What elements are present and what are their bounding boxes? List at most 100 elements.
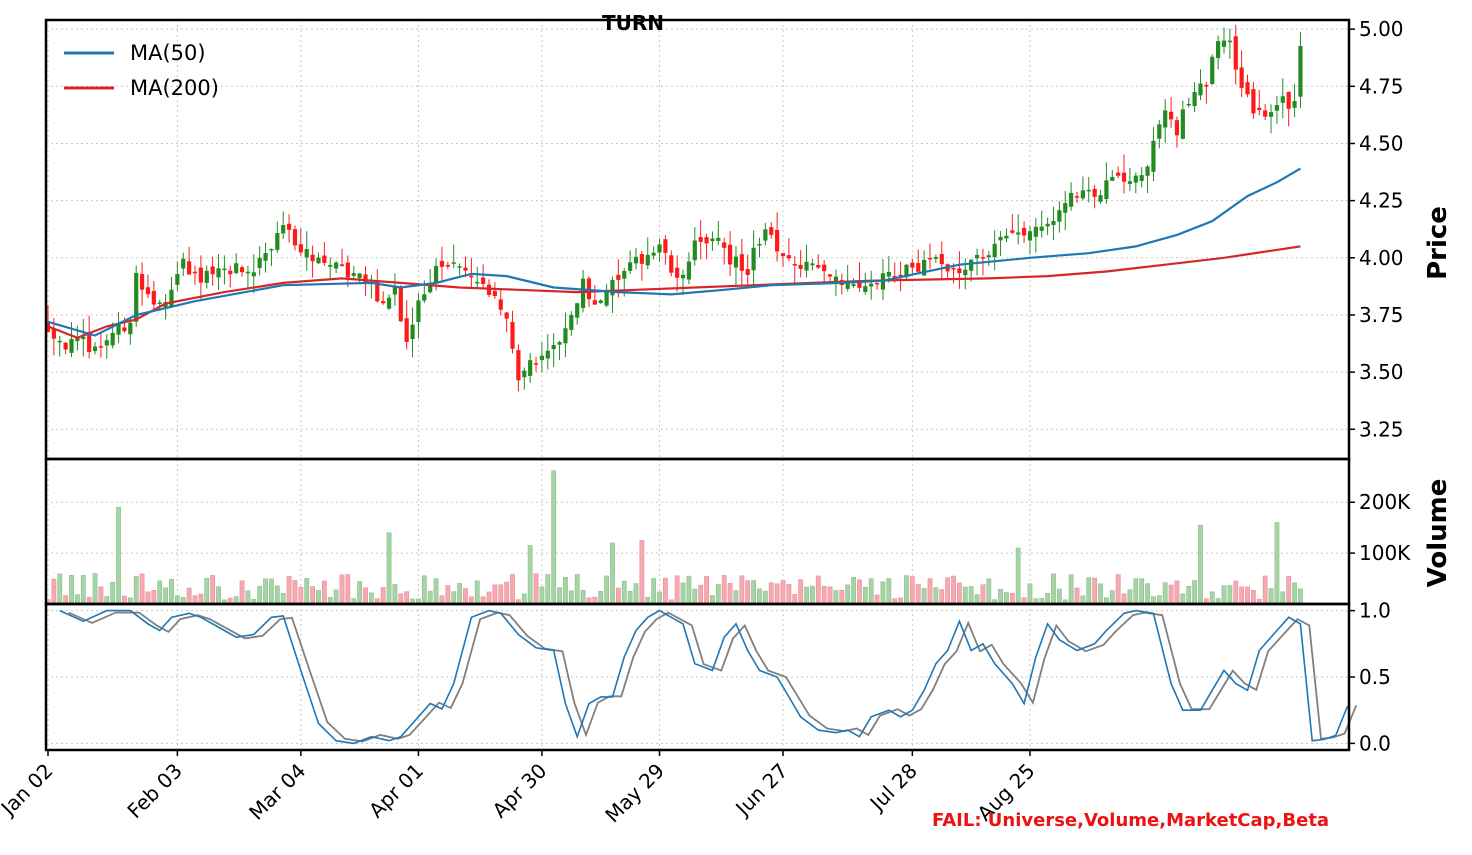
volume-bar: [974, 594, 980, 605]
volume-bar: [1198, 524, 1203, 605]
candle-body: [339, 264, 345, 267]
volume-bar: [921, 588, 927, 605]
candle-body: [204, 270, 209, 283]
candle-body: [657, 244, 662, 253]
volume-bar: [845, 584, 851, 605]
candle-body: [622, 270, 627, 279]
candle-body: [1280, 96, 1285, 103]
volume-bar: [839, 589, 845, 605]
price-tick-label: 3.50: [1359, 360, 1404, 384]
candle-body: [1021, 227, 1027, 236]
price-grid: [46, 20, 1349, 459]
volume-bar: [945, 577, 951, 605]
volume-bar: [804, 586, 809, 605]
candle-body: [792, 263, 797, 266]
volume-bar: [216, 586, 221, 605]
candle-body: [1298, 45, 1303, 97]
volume-bar: [598, 591, 604, 605]
candle-body: [363, 274, 368, 283]
volume-bar: [363, 587, 368, 605]
candle-body: [1145, 166, 1150, 176]
candle-body: [134, 272, 139, 322]
volume-bar: [274, 585, 280, 605]
volume-bar: [833, 590, 839, 605]
volume-bar: [386, 532, 392, 605]
candle-body: [192, 271, 198, 274]
candle-body: [722, 242, 727, 248]
candle-body: [669, 255, 674, 273]
volume-bar: [827, 586, 833, 605]
volume-bar: [792, 594, 798, 605]
date-tick-label: Feb 03: [122, 759, 187, 824]
candle-body: [727, 244, 733, 265]
price-axis-ticks: 3.25 3.50 3.75 4.00 4.25 4.50 4.75 5.00: [1349, 17, 1404, 441]
candle-body: [428, 285, 433, 293]
candle-body: [974, 254, 980, 259]
volume-bar: [657, 591, 662, 605]
candle-body: [857, 280, 862, 288]
candle-body: [963, 269, 968, 276]
candle-body: [87, 331, 92, 352]
candle-body: [992, 243, 997, 258]
volume-bar: [868, 578, 874, 605]
stochastic-tick-label: 1.0: [1359, 599, 1391, 623]
candle-body: [286, 223, 292, 230]
candle-body: [163, 302, 168, 309]
candle-body: [210, 266, 215, 275]
volume-bar: [851, 576, 856, 605]
volume-bar: [610, 542, 615, 605]
candle-body: [469, 275, 474, 278]
candle-body: [263, 253, 268, 261]
volume-bar: [1133, 578, 1139, 605]
candle-body: [1286, 91, 1291, 109]
candle-body: [504, 312, 509, 319]
candle-body: [969, 259, 974, 271]
volume-bar: [1233, 580, 1239, 605]
candle-body: [922, 259, 927, 276]
volume-bar: [1004, 592, 1009, 605]
candle-body: [351, 273, 356, 276]
volume-bar: [1239, 586, 1245, 605]
ma50-line: [47, 167, 1301, 337]
volume-bar: [51, 578, 57, 605]
volume-grid: [46, 459, 1349, 604]
candle-body: [1010, 230, 1015, 233]
candle-body: [545, 350, 550, 359]
volume-bar: [257, 585, 263, 605]
price-axis-label: Price: [1423, 206, 1453, 280]
candle-body: [1163, 110, 1168, 128]
volume-bar: [1139, 578, 1145, 605]
candle-body: [1045, 223, 1050, 227]
volume-bar: [551, 470, 557, 605]
volume-bar: [451, 591, 457, 605]
candle-body: [986, 255, 991, 258]
candle-body: [822, 264, 827, 272]
volume-bar: [198, 593, 204, 605]
volume-bar: [1251, 589, 1256, 605]
volume-bar: [1186, 585, 1192, 605]
candle-body: [786, 255, 791, 259]
candle-body: [910, 262, 915, 268]
candle-body: [698, 237, 703, 242]
candle-body: [598, 300, 603, 304]
volume-bar: [157, 580, 163, 605]
candle-body: [498, 299, 503, 310]
candle-body: [557, 342, 562, 345]
volume-bar: [1051, 573, 1056, 605]
volume-bar: [321, 580, 327, 605]
candle-body: [1186, 103, 1191, 106]
candle-body: [1263, 110, 1268, 117]
candle-body: [663, 239, 668, 253]
candle-body: [1110, 176, 1115, 181]
volume-bar: [692, 588, 698, 605]
candle-body: [251, 272, 256, 277]
volume-bar: [398, 593, 404, 605]
volume-bar: [757, 588, 762, 605]
candle-body: [1174, 120, 1180, 136]
candle-body: [1127, 181, 1133, 184]
candle-body: [892, 276, 897, 278]
volume-bar: [263, 578, 268, 605]
volume-bar: [627, 590, 633, 605]
price-tick-label: 4.00: [1359, 246, 1404, 270]
candle-body: [392, 286, 398, 295]
